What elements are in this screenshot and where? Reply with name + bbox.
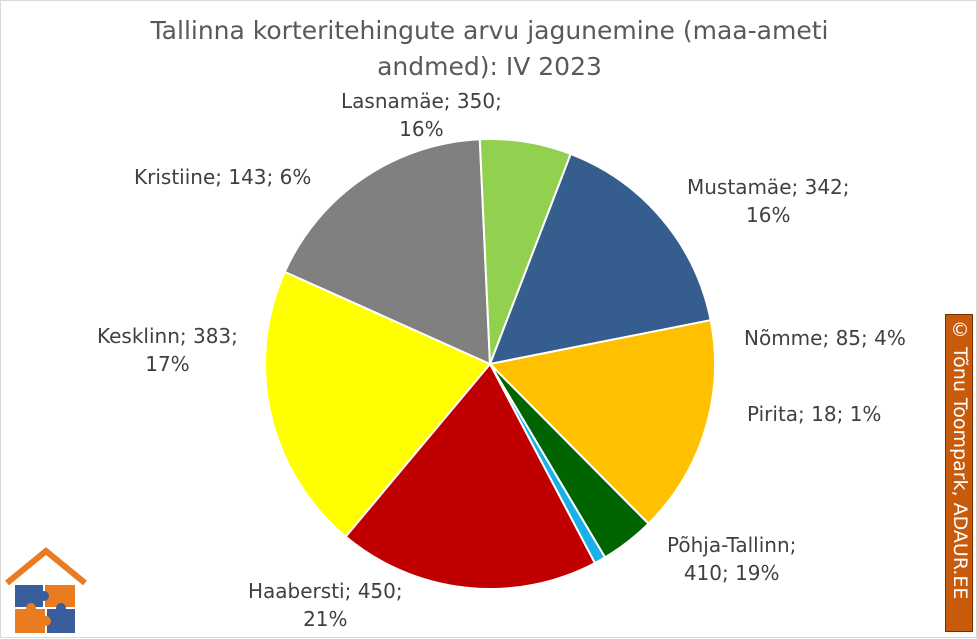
label-kesklinn: Kesklinn; 383; 17% bbox=[97, 324, 238, 376]
pie-slice-kristiine bbox=[478, 138, 572, 365]
pie-slice-p-hja-tallinn bbox=[344, 362, 597, 590]
watermark-text: © Tõnu Toompark, ADAUR.EE bbox=[949, 319, 971, 600]
label-haabersti: Haabersti; 450; 21% bbox=[248, 579, 403, 631]
label-pirita: Pirita; 18; 1% bbox=[747, 402, 882, 426]
house-puzzle-logo-icon bbox=[5, 547, 87, 633]
label-pohja-tallinn: Põhja-Tallinn; 410; 19% bbox=[667, 533, 797, 585]
pie-slice-lasnam-e bbox=[488, 152, 712, 366]
pie-slice-mustam-e bbox=[487, 319, 716, 526]
chart-title: Tallinna korteritehingute arvu jagunemin… bbox=[1, 13, 977, 85]
chart-title-line-1: Tallinna korteritehingute arvu jagunemin… bbox=[150, 16, 829, 45]
pie-slice-kesklinn bbox=[283, 138, 492, 366]
pie-slice-haabersti bbox=[264, 270, 492, 539]
label-nomme: Nõmme; 85; 4% bbox=[744, 326, 906, 350]
label-lasnamae: Lasnamäe; 350; 16% bbox=[341, 89, 502, 141]
label-kristiine: Kristiine; 143; 6% bbox=[134, 165, 312, 189]
copyright-watermark: © Tõnu Toompark, ADAUR.EE bbox=[945, 314, 973, 632]
label-mustamae: Mustamäe; 342; 16% bbox=[687, 175, 850, 227]
chart-title-line-2: andmed): IV 2023 bbox=[377, 52, 602, 81]
